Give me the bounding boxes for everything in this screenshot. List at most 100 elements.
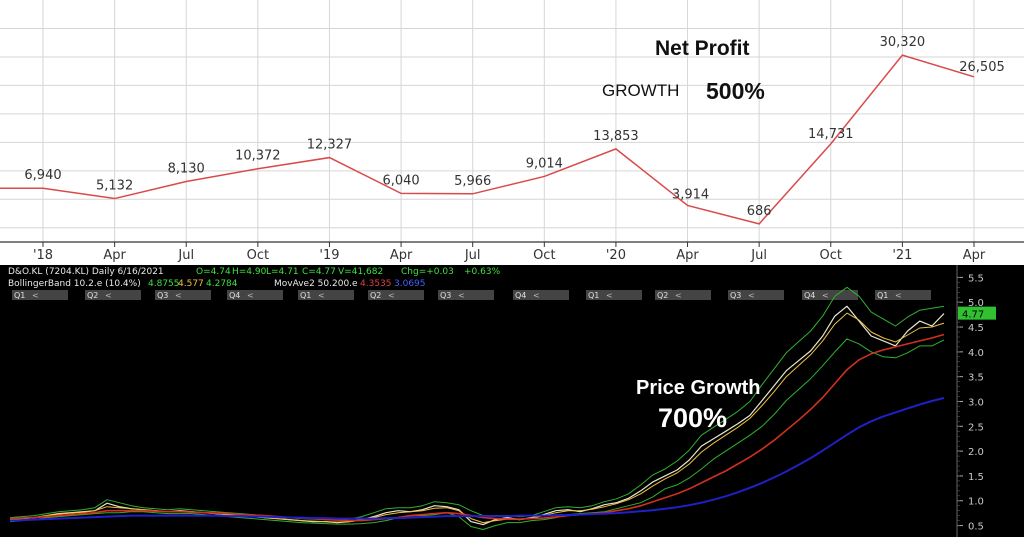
data-label: 12,327 xyxy=(307,138,353,153)
growth-label: GROWTH xyxy=(602,81,680,100)
quarter-arrow-icon: < xyxy=(822,291,829,300)
quarter-label: Q1 xyxy=(14,291,25,300)
x-tick-label: Jul xyxy=(464,248,481,263)
x-tick-label: Apr xyxy=(103,248,126,263)
quarter-label: Q1 xyxy=(877,291,888,300)
quarter-box xyxy=(728,290,784,300)
data-label: 5,966 xyxy=(454,174,491,189)
price-growth-title: Price Growth xyxy=(636,377,761,399)
ohlc-value: C=4.77 xyxy=(302,267,336,277)
quarter-label: Q2 xyxy=(657,291,668,300)
quarter-arrow-icon: < xyxy=(606,291,613,300)
net-profit-title: Net Profit xyxy=(655,37,750,60)
x-tick-label: Oct xyxy=(247,248,269,263)
quarter-arrow-icon: < xyxy=(533,291,540,300)
ohlc-value: L=4.71 xyxy=(266,267,299,277)
quarter-box xyxy=(155,290,211,300)
quarter-arrow-icon: < xyxy=(105,291,112,300)
ohlc-value: +0.63% xyxy=(464,267,501,277)
share-price-chart: D&O.KL (7204.KL) Daily 6/16/2021 O=4.74 H=… xyxy=(0,265,1024,537)
y-tick-label: 1.5 xyxy=(968,472,984,483)
quarter-box xyxy=(438,290,494,300)
indicator-value: MovAve2 50.200.e xyxy=(274,279,358,289)
price-growth-percent: 700% xyxy=(658,403,728,433)
quarter-box xyxy=(875,290,931,300)
x-tick-label: Jul xyxy=(750,248,767,263)
x-tick-label: Apr xyxy=(963,248,986,263)
quarter-label: Q4 xyxy=(515,291,526,300)
indicator-value: BollingerBand 10.2.e (10.4%) xyxy=(8,279,141,289)
net-profit-chart: '18 Apr Jul Oct '19 Apr Jul Oct '20 Apr Jul Oct '21 A… xyxy=(0,0,1024,265)
ohlc-value: H=4.90 xyxy=(232,267,267,277)
data-label: 30,320 xyxy=(880,35,926,50)
quarter-label: Q2 xyxy=(370,291,381,300)
x-tick-label: Oct xyxy=(533,248,555,263)
x-tick-label: Jul xyxy=(177,248,194,263)
data-label: 14,731 xyxy=(808,127,854,142)
ticker-header: D&O.KL (7204.KL) Daily 6/16/2021 xyxy=(8,267,164,277)
quarter-box xyxy=(85,290,141,300)
data-label: 3,914 xyxy=(672,187,709,202)
quarter-label: Q1 xyxy=(300,291,311,300)
y-tick-label: 2.5 xyxy=(968,422,984,433)
ohlc-value: O=4.74 xyxy=(196,267,231,277)
quarter-label: Q1 xyxy=(588,291,599,300)
y-tick-label: 5.5 xyxy=(968,273,984,284)
quarter-arrow-icon: < xyxy=(318,291,325,300)
last-price-tag xyxy=(958,306,996,320)
quarter-label: Q3 xyxy=(157,291,168,300)
net-profit-series-line xyxy=(0,54,975,225)
quarter-box xyxy=(12,290,68,300)
data-label: 6,940 xyxy=(24,168,61,183)
x-tick-label: '18 xyxy=(33,248,53,263)
y-tick-label: 4.5 xyxy=(968,323,984,334)
data-label: 13,853 xyxy=(593,129,639,144)
bb_lower-series-line xyxy=(9,338,945,530)
quarter-label: Q4 xyxy=(229,291,240,300)
quarter-box xyxy=(586,290,642,300)
quarter-box xyxy=(655,290,711,300)
indicator-value: 4.3535 xyxy=(360,279,392,289)
bottom-background xyxy=(0,265,1024,537)
quarter-label: Q3 xyxy=(730,291,741,300)
ohlc-value: V=41,682 xyxy=(338,267,383,277)
quarter-box xyxy=(298,290,354,300)
quarter-box xyxy=(368,290,424,300)
top-background xyxy=(0,0,1024,265)
indicator-value: 3.0695 xyxy=(394,279,426,289)
y-tick-label: 4.0 xyxy=(968,348,984,359)
quarter-box xyxy=(513,290,569,300)
quarter-arrow-icon: < xyxy=(247,291,254,300)
quarter-arrow-icon: < xyxy=(388,291,395,300)
y-tick-label: 2.0 xyxy=(968,447,984,458)
quarter-arrow-icon: < xyxy=(175,291,182,300)
data-label: 6,040 xyxy=(382,173,419,188)
x-tick-label: Apr xyxy=(390,248,413,263)
quarter-arrow-icon: < xyxy=(32,291,39,300)
quarter-arrow-icon: < xyxy=(675,291,682,300)
bb_upper-series-line xyxy=(9,286,945,521)
quarter-box xyxy=(802,290,858,300)
indicator-value: 4.2784 xyxy=(206,279,238,289)
data-label: 10,372 xyxy=(235,149,281,164)
quarter-label: Q2 xyxy=(87,291,98,300)
data-label: 26,505 xyxy=(959,60,1005,75)
quarter-arrow-icon: < xyxy=(458,291,465,300)
quarter-arrow-icon: < xyxy=(895,291,902,300)
x-tick-label: '21 xyxy=(892,248,912,263)
indicator-value: 4.8755 xyxy=(148,279,180,289)
quarter-box xyxy=(227,290,283,300)
data-label: 5,132 xyxy=(96,179,133,194)
y-tick-label: 3.5 xyxy=(968,373,984,384)
profit-growth-percent: 500% xyxy=(706,78,765,104)
ohlc-value: Chg=+0.03 xyxy=(401,267,454,277)
y-tick-label: 1.0 xyxy=(968,497,984,508)
data-label: 8,130 xyxy=(168,161,205,176)
data-label: 686 xyxy=(747,204,772,219)
x-tick-label: Oct xyxy=(820,248,842,263)
quarter-arrow-icon: < xyxy=(748,291,755,300)
x-tick-label: '19 xyxy=(319,248,339,263)
quarter-label: Q4 xyxy=(804,291,815,300)
ma200-series-line xyxy=(9,397,945,522)
